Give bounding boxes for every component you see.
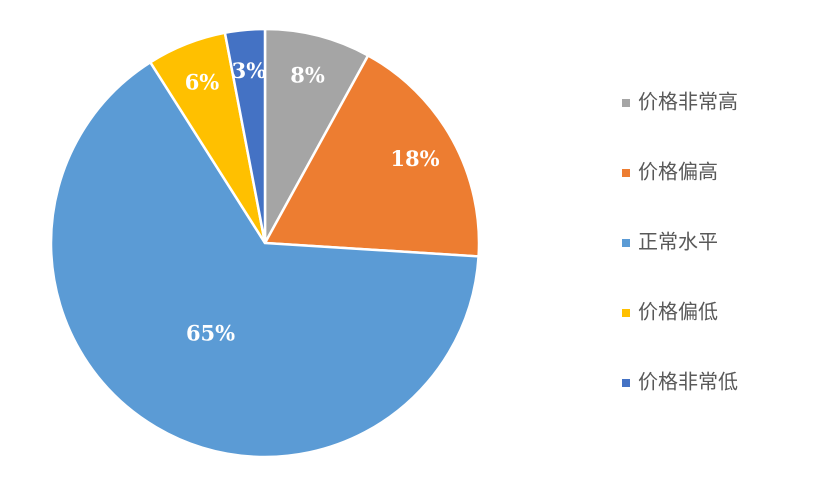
data-label: 6% <box>185 69 220 94</box>
data-label: 65% <box>186 321 235 346</box>
pie-slice <box>263 27 370 244</box>
pie-slice <box>262 53 481 258</box>
legend-swatch <box>622 169 630 177</box>
legend-label: 价格非常高 <box>638 90 738 114</box>
legend-label: 正常水平 <box>638 230 718 254</box>
legend-swatch <box>622 309 630 317</box>
legend-label: 价格偏高 <box>638 160 718 184</box>
data-label: 8% <box>290 63 325 88</box>
legend-label: 价格非常低 <box>638 370 738 394</box>
pie-slice <box>223 27 267 244</box>
legend-swatch <box>622 239 630 247</box>
data-label: 18% <box>390 146 439 171</box>
legend-label: 价格偏低 <box>638 300 718 324</box>
legend-swatch <box>622 379 630 387</box>
pie-slice <box>49 60 480 459</box>
legend-swatch <box>622 99 630 107</box>
data-label: 3% <box>232 58 267 83</box>
